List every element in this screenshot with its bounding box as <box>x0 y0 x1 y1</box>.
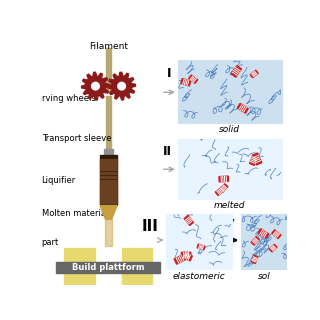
Polygon shape <box>252 255 258 263</box>
Bar <box>100 180 117 182</box>
Polygon shape <box>272 230 281 239</box>
Bar <box>64 273 95 276</box>
Bar <box>122 287 152 290</box>
Text: I: I <box>167 67 172 80</box>
Bar <box>122 262 152 265</box>
Bar <box>166 214 232 269</box>
Polygon shape <box>252 153 262 165</box>
Bar <box>122 273 152 276</box>
Bar <box>64 255 95 258</box>
Bar <box>64 252 95 255</box>
Bar <box>122 266 152 269</box>
Bar <box>64 248 95 251</box>
Polygon shape <box>181 252 191 258</box>
Bar <box>122 255 152 258</box>
Text: sol: sol <box>258 272 270 281</box>
Polygon shape <box>82 72 109 100</box>
Bar <box>64 276 95 279</box>
Polygon shape <box>108 72 135 100</box>
Bar <box>100 201 117 203</box>
Text: Liquifier: Liquifier <box>42 176 76 185</box>
Bar <box>100 163 117 166</box>
Text: elastomeric: elastomeric <box>172 272 225 281</box>
Polygon shape <box>118 82 125 90</box>
Text: Build plattform: Build plattform <box>72 263 144 272</box>
Bar <box>104 149 113 154</box>
Polygon shape <box>258 229 269 238</box>
Polygon shape <box>92 82 99 90</box>
Bar <box>100 167 117 170</box>
Bar <box>106 219 112 246</box>
Bar <box>100 188 117 191</box>
Bar <box>122 269 152 272</box>
Bar <box>64 280 95 283</box>
Text: III: III <box>142 219 159 234</box>
Bar <box>64 259 95 262</box>
Bar <box>122 252 152 255</box>
Bar <box>106 48 111 92</box>
Text: solid: solid <box>219 125 240 134</box>
Bar <box>100 176 117 178</box>
Bar <box>64 287 95 290</box>
Bar <box>241 214 287 269</box>
Polygon shape <box>100 205 117 219</box>
Bar <box>122 259 152 262</box>
Polygon shape <box>197 244 205 250</box>
Polygon shape <box>181 79 191 86</box>
Text: Filament: Filament <box>89 42 128 51</box>
Bar <box>64 283 95 286</box>
Polygon shape <box>189 75 198 83</box>
Bar <box>178 139 282 198</box>
Bar <box>100 159 117 162</box>
Bar <box>100 184 117 187</box>
Bar <box>100 156 117 205</box>
Bar <box>178 60 282 123</box>
Bar <box>64 266 95 269</box>
Bar <box>122 280 152 283</box>
Bar <box>122 248 152 251</box>
Text: Transport sleeve: Transport sleeve <box>42 134 111 143</box>
Polygon shape <box>219 176 228 182</box>
Bar <box>122 283 152 286</box>
Text: IV: IV <box>218 219 235 234</box>
Bar <box>100 172 117 174</box>
Polygon shape <box>250 155 258 165</box>
Text: melted: melted <box>214 201 245 210</box>
Polygon shape <box>174 254 186 264</box>
Polygon shape <box>231 66 242 77</box>
Bar <box>64 269 95 272</box>
Polygon shape <box>237 103 248 113</box>
Bar <box>64 262 95 265</box>
Polygon shape <box>181 252 192 261</box>
Bar <box>122 276 152 279</box>
Bar <box>122 290 152 293</box>
Bar <box>106 96 111 150</box>
Text: II: II <box>163 145 172 158</box>
Polygon shape <box>215 187 224 196</box>
Polygon shape <box>250 70 258 78</box>
Bar <box>64 290 95 293</box>
Polygon shape <box>220 184 228 192</box>
Text: part: part <box>42 238 59 247</box>
Text: rving wheels: rving wheels <box>42 94 95 103</box>
Bar <box>100 196 117 199</box>
Bar <box>100 192 117 195</box>
Text: Molten material: Molten material <box>42 210 108 219</box>
Bar <box>56 262 160 273</box>
Polygon shape <box>251 236 260 245</box>
Polygon shape <box>269 244 277 252</box>
Polygon shape <box>184 215 194 226</box>
